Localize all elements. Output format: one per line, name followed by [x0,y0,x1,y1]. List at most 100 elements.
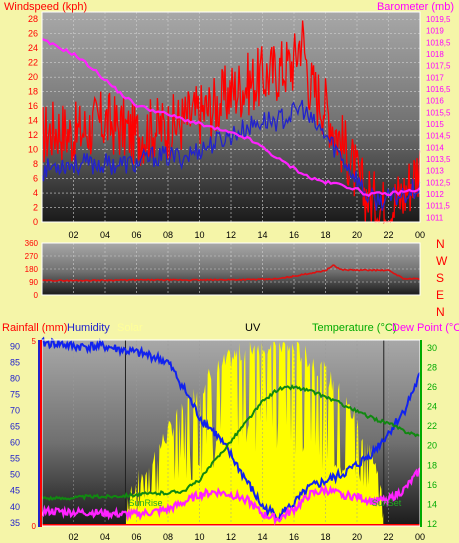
wind-time-tick: 10 [194,230,204,240]
barometer-tick: 1012,5 [426,178,451,187]
wind-time-tick: 08 [163,230,173,240]
barometer-tick: 1013,5 [426,155,451,164]
humidity-tick: 50 [10,470,20,480]
sunrise-label: SunRise [128,498,162,508]
barometer-tick: 1018,5 [426,38,451,47]
barometer-tick: 1011 [426,213,444,222]
wind-time-tick: 22 [383,230,393,240]
direction-tick-labels: 0 90 180 270 360 [25,239,39,300]
rain-tick: 5 [32,337,37,346]
windspeed-tick: 2 [33,203,38,213]
barometer-tick: 1018 [426,50,444,59]
humidity-tick: 90 [10,341,20,351]
wind-time-tick: 16 [289,230,299,240]
climate-time-tick: 04 [100,532,110,542]
windspeed-tick: 28 [28,14,38,24]
humidity-tick-labels: 35 40 45 50 55 60 65 70 75 80 85 90 [10,341,20,527]
solar-label: Solar [117,322,143,334]
temperature-tick: 24 [427,402,437,412]
climate-time-tick: 18 [320,532,330,542]
wind-time-tick: 04 [100,230,110,240]
humidity-tick: 80 [10,373,20,383]
climate-time-tick: 06 [131,532,141,542]
climate-time-tick: 20 [352,532,362,542]
direction-plot-border [41,242,421,296]
wind-average-line [41,99,421,211]
humidity-label: Humidity [67,322,110,334]
temperature-tick: 30 [427,343,437,353]
rain-tick-labels: 05 [32,337,37,531]
barometer-tick: 1016 [426,97,444,106]
direction-tick: 180 [25,265,39,274]
barometer-tick: 1019,5 [426,15,451,24]
direction-tick: 360 [25,239,39,248]
windspeed-tick: 6 [33,174,38,184]
compass-letter: W [436,254,448,268]
wind-time-tick-labels: 02 04 06 08 10 12 14 16 18 20 22 00 [68,230,425,240]
wind-series [41,20,421,225]
climate-time-tick: 10 [194,532,204,542]
barometer-tick: 1014 [426,143,444,152]
barometer-tick: 1019 [426,27,444,36]
climate-time-tick: 14 [257,532,267,542]
climate-time-tick-labels: 02 04 06 08 10 12 14 16 18 20 22 00 [68,532,425,542]
climate-time-tick: 12 [226,532,236,542]
windspeed-axis-label: Windspeed (kph) [4,1,87,13]
compass-letter: S [436,271,444,285]
windspeed-tick: 26 [28,29,38,39]
wind-time-tick: 14 [257,230,267,240]
humidity-tick: 40 [10,502,20,512]
temperature-tick: 22 [427,421,437,431]
temperature-label: Temperature (°C) [312,322,396,334]
wind-time-tick: 12 [226,230,236,240]
temperature-tick: 12 [427,519,437,529]
temperature-tick: 18 [427,460,437,470]
windspeed-tick: 24 [28,43,38,53]
direction-tick: 0 [34,291,39,300]
windspeed-tick: 18 [28,87,38,97]
humidity-tick: 35 [10,518,20,528]
barometer-axis-label: Barometer (mb) [377,1,454,13]
barometer-line [41,37,421,197]
climate-time-tick: 16 [289,532,299,542]
windspeed-tick: 16 [28,101,38,111]
wind-direction-line [41,264,421,283]
compass-letter: E [436,288,444,302]
humidity-tick: 60 [10,438,20,448]
windspeed-tick: 12 [28,130,38,140]
humidity-tick: 65 [10,422,20,432]
solar-radiation-area [125,341,384,526]
barometer-tick: 1011,5 [426,202,450,211]
barometer-tick-labels: 1011 1011,5 1012 1012,5 1013 1013,5 1014 1014,5… [426,15,451,222]
wind-time-tick: 20 [352,230,362,240]
gust-line [41,20,421,225]
wind-time-tick: 00 [415,230,425,240]
wind-plot-border [41,11,421,223]
compass-letter: N [436,237,445,251]
temperature-tick: 16 [427,480,437,490]
uv-label: UV [245,322,261,334]
climate-time-tick: 08 [163,532,173,542]
climate-time-tick: 02 [68,532,78,542]
compass-letter: N [436,305,445,319]
temperature-line [41,384,421,502]
temperature-tick-labels: 12 14 16 18 20 22 24 26 28 30 [427,343,437,529]
windspeed-tick: 0 [33,217,38,227]
humidity-tick: 75 [10,390,20,400]
windspeed-tick: 20 [28,72,38,82]
windspeed-tick: 14 [28,116,38,126]
solar-area [125,341,384,526]
climate-time-tick: 00 [415,532,425,542]
humidity-line [41,336,421,523]
wind-time-tick: 18 [320,230,330,240]
rain-tick: 0 [32,522,37,531]
temperature-tick: 26 [427,382,437,392]
humidity-tick: 45 [10,486,20,496]
windspeed-tick: 22 [28,58,38,68]
barometer-tick: 1012 [426,190,444,199]
barometer-tick: 1017 [426,73,444,82]
barometer-tick: 1015 [426,120,444,129]
